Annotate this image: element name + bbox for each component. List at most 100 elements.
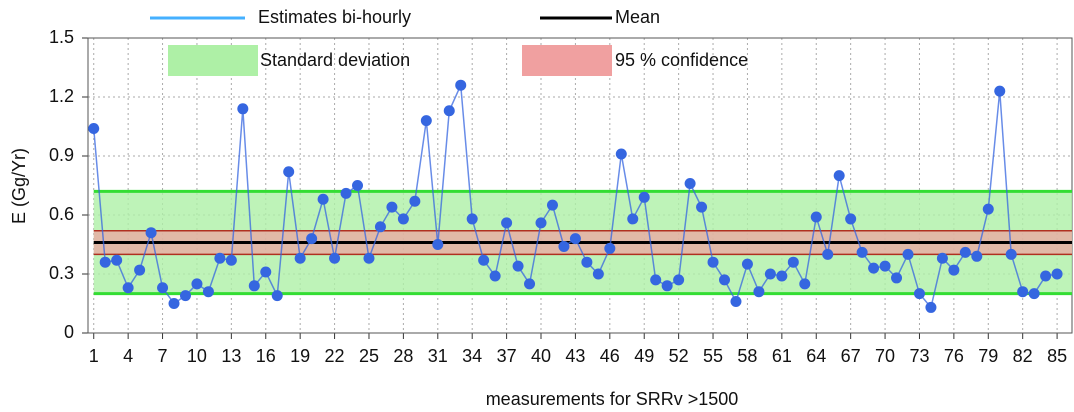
x-tick-label: 82 [1013,346,1033,366]
data-point [741,258,753,270]
data-point [730,296,742,308]
data-point [225,254,237,266]
x-tick-label: 70 [875,346,895,366]
data-point [88,122,100,134]
y-tick-label: 1.5 [49,27,74,47]
x-tick-label: 25 [359,346,379,366]
data-point [799,278,811,290]
x-tick-label: 16 [256,346,276,366]
x-tick-label: 46 [600,346,620,366]
data-point [994,85,1006,97]
data-point [455,79,467,91]
data-point [696,201,708,213]
data-point [352,180,364,191]
x-tick-label: 73 [909,346,929,366]
data-point [386,201,398,213]
y-tick-label: 1.2 [49,86,74,106]
data-point [753,286,765,298]
data-point [248,280,260,292]
data-point [971,250,983,262]
x-tick-label: 19 [290,346,310,366]
data-point [501,217,513,229]
x-tick-label: 37 [497,346,517,366]
legend-label: Estimates bi-hourly [258,7,411,27]
data-point [913,288,925,300]
data-point [271,290,283,302]
x-tick-label: 58 [737,346,757,366]
data-point [627,213,639,225]
y-tick-label: 0.3 [49,263,74,283]
data-point [306,233,318,245]
data-point [845,213,857,225]
data-point [1051,268,1063,280]
data-point [443,105,455,117]
legend-label: Standard deviation [260,50,410,70]
x-tick-label: 67 [841,346,861,366]
data-point [363,252,375,264]
x-tick-label: 4 [123,346,133,366]
data-point [237,103,249,115]
y-tick-label: 0.6 [49,204,74,224]
x-tick-label: 52 [669,346,689,366]
data-point [420,115,432,127]
data-point [214,252,226,264]
data-point [283,166,295,178]
data-point [879,260,891,272]
y-axis-label: E (Gg/Yr) [9,148,29,224]
legend-swatch [522,45,612,76]
data-point [202,286,214,298]
x-tick-label: 85 [1047,346,1067,366]
data-point [764,268,776,280]
legend-label: Mean [615,7,660,27]
data-point [524,278,536,290]
data-point [810,211,822,223]
data-point [99,256,111,268]
data-point [661,280,673,292]
data-point [512,260,524,272]
data-point [604,242,616,254]
data-point [615,148,627,160]
x-tick-label: 49 [634,346,654,366]
data-point [592,268,604,280]
data-point [478,254,490,266]
x-tick-label: 31 [428,346,448,366]
plot-frame [87,37,1073,334]
x-tick-label: 7 [158,346,168,366]
x-tick-label: 40 [531,346,551,366]
data-point [902,248,914,260]
x-tick-label: 13 [221,346,241,366]
data-point [776,270,788,282]
data-point [673,274,685,286]
data-point [397,213,409,225]
data-point [179,290,191,302]
data-point [948,264,960,276]
data-point [719,274,731,286]
data-point [787,256,799,268]
data-point [329,252,341,264]
data-point [982,203,994,215]
data-point [959,246,971,258]
data-point [569,233,581,245]
data-point [191,278,203,290]
data-point [122,282,134,294]
data-point [707,256,719,268]
data-point [535,217,547,229]
x-tick-label: 76 [944,346,964,366]
data-point [833,170,845,182]
x-tick-label: 10 [187,346,207,366]
x-tick-label: 22 [325,346,345,366]
data-point [317,193,329,205]
data-point [432,239,444,250]
data-point [1005,248,1017,260]
data-point [111,254,123,266]
data-point [466,213,478,225]
data-point [134,264,146,276]
data-point [558,240,570,252]
data-point [157,282,169,294]
legend-label: 95 % confidence [615,50,748,70]
legend-swatch [168,45,258,76]
y-tick-label: 0 [64,322,74,342]
x-tick-label: 55 [703,346,723,366]
data-point [294,252,306,264]
data-point [1017,286,1029,298]
